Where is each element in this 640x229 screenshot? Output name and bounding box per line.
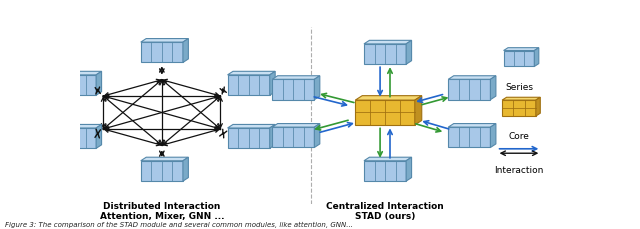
Text: Distributed Interaction
Attention, Mixer, GNN ...: Distributed Interaction Attention, Mixer… bbox=[100, 201, 224, 221]
Polygon shape bbox=[490, 76, 496, 100]
Polygon shape bbox=[272, 76, 320, 80]
Polygon shape bbox=[141, 43, 183, 63]
Polygon shape bbox=[269, 125, 275, 149]
Polygon shape bbox=[141, 158, 188, 161]
Text: Figure 3: The comparison of the STAD module and several common modules, like att: Figure 3: The comparison of the STAD mod… bbox=[5, 221, 353, 227]
Polygon shape bbox=[355, 101, 415, 125]
Polygon shape bbox=[228, 76, 269, 96]
Polygon shape bbox=[228, 125, 275, 128]
Text: Centralized Interaction
STAD (ours): Centralized Interaction STAD (ours) bbox=[326, 201, 444, 221]
Polygon shape bbox=[183, 39, 188, 63]
Polygon shape bbox=[272, 80, 314, 100]
Polygon shape bbox=[269, 72, 275, 96]
Polygon shape bbox=[502, 101, 536, 117]
Polygon shape bbox=[502, 98, 540, 101]
Polygon shape bbox=[96, 125, 102, 149]
Polygon shape bbox=[96, 72, 102, 96]
Polygon shape bbox=[364, 41, 412, 45]
Polygon shape bbox=[448, 80, 490, 100]
Polygon shape bbox=[228, 128, 269, 149]
Polygon shape bbox=[183, 158, 188, 181]
Polygon shape bbox=[314, 124, 320, 148]
Polygon shape bbox=[364, 45, 406, 65]
Polygon shape bbox=[364, 158, 412, 161]
Polygon shape bbox=[355, 96, 422, 101]
Text: Core: Core bbox=[509, 131, 529, 140]
Polygon shape bbox=[448, 128, 490, 148]
Polygon shape bbox=[534, 49, 539, 67]
Text: Series: Series bbox=[505, 82, 533, 91]
Polygon shape bbox=[54, 128, 96, 149]
Polygon shape bbox=[364, 161, 406, 181]
Polygon shape bbox=[54, 125, 102, 128]
Polygon shape bbox=[448, 124, 496, 128]
Polygon shape bbox=[228, 72, 275, 76]
Polygon shape bbox=[54, 76, 96, 96]
Polygon shape bbox=[272, 128, 314, 148]
Polygon shape bbox=[406, 158, 412, 181]
Polygon shape bbox=[272, 124, 320, 128]
Polygon shape bbox=[448, 76, 496, 80]
Polygon shape bbox=[141, 39, 188, 43]
Polygon shape bbox=[406, 41, 412, 65]
Polygon shape bbox=[141, 161, 183, 181]
Polygon shape bbox=[504, 49, 539, 51]
Polygon shape bbox=[415, 96, 422, 125]
Polygon shape bbox=[536, 98, 540, 117]
Polygon shape bbox=[314, 76, 320, 100]
Polygon shape bbox=[54, 72, 102, 76]
Polygon shape bbox=[504, 51, 534, 67]
Polygon shape bbox=[490, 124, 496, 148]
Text: Interaction: Interaction bbox=[494, 165, 543, 174]
